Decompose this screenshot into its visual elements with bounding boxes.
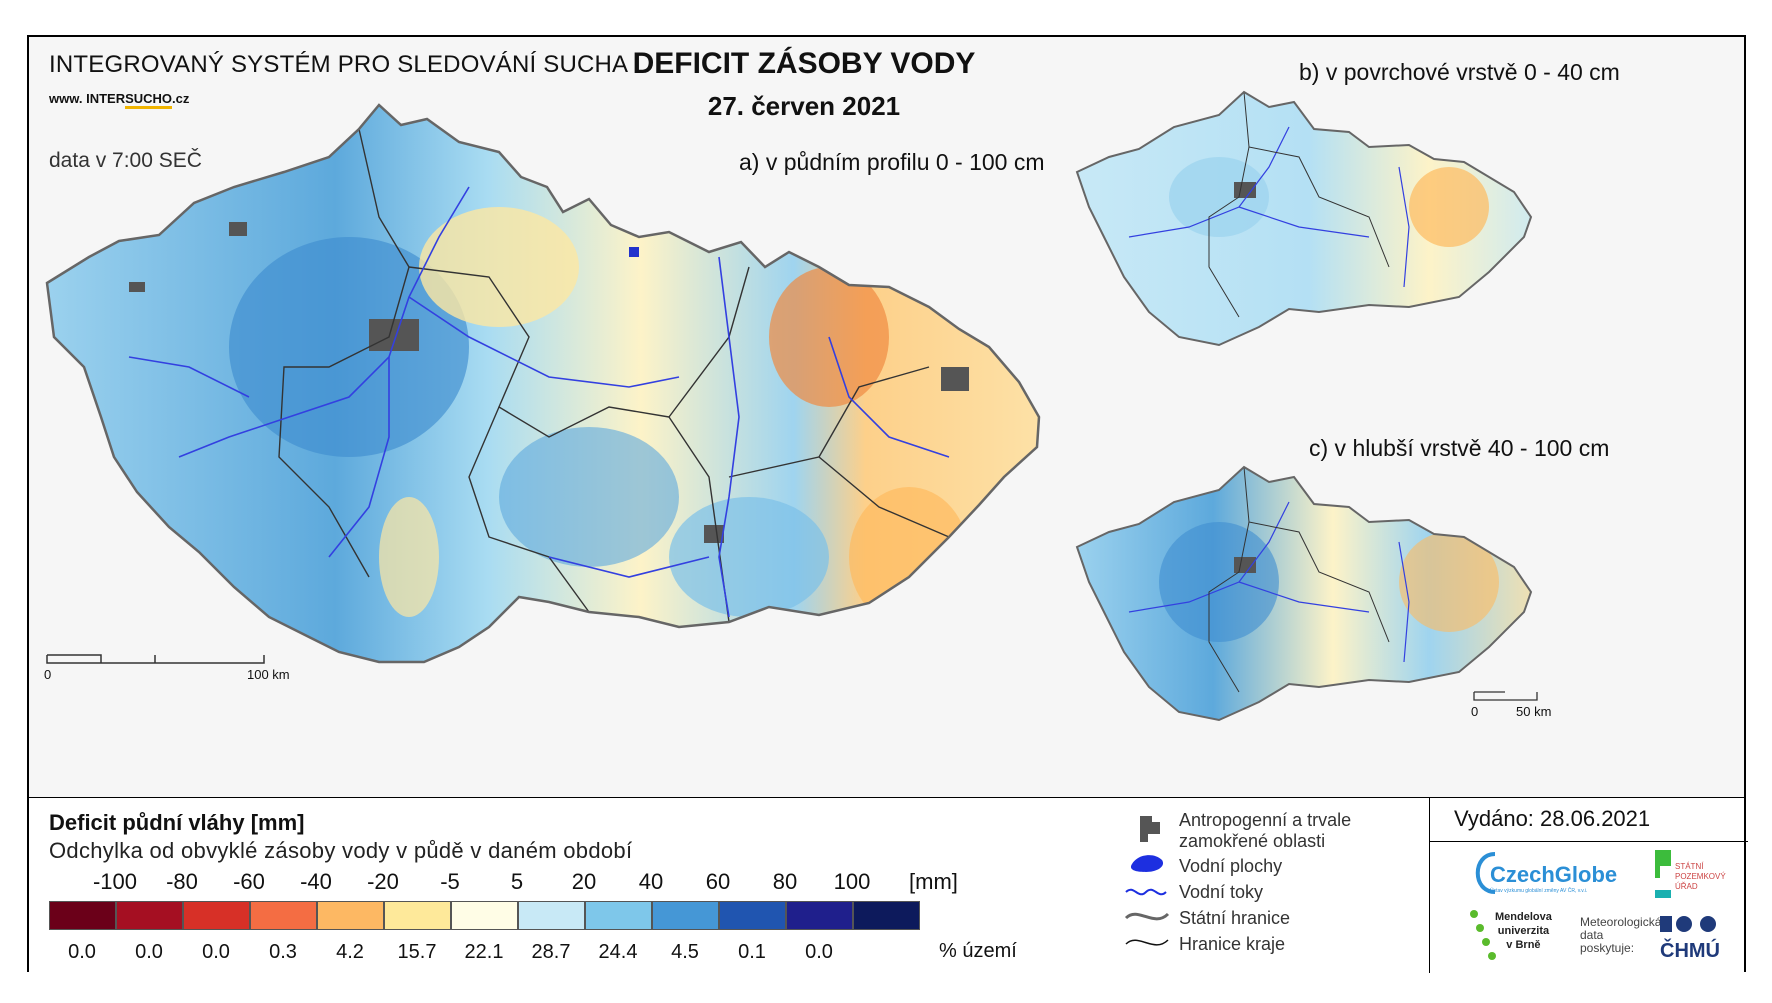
urban-area-label: Antropogenní a trvale zamokřené oblasti bbox=[1179, 810, 1352, 851]
water-bodies-label: Vodní plochy bbox=[1179, 856, 1283, 876]
legend-swatch bbox=[518, 901, 585, 930]
legend-swatch bbox=[585, 901, 652, 930]
main-map bbox=[45, 103, 1041, 664]
legend-title: Deficit půdní vláhy [mm] bbox=[49, 810, 305, 835]
legend-tick: 5 bbox=[510, 869, 524, 894]
main-scale-bar bbox=[46, 654, 265, 664]
legend-swatch bbox=[116, 901, 183, 930]
main-scale-end: 100 km bbox=[247, 667, 290, 682]
legend-percent: 0.0 bbox=[805, 941, 833, 963]
legend-percent: 15.7 bbox=[397, 941, 437, 963]
surface-map-label: b) v povrchové vrstvě 0 - 40 cm bbox=[1299, 59, 1620, 85]
legend-percent: 0.0 bbox=[135, 941, 163, 963]
legend-percent: 4.5 bbox=[671, 941, 699, 963]
map-title: DEFICIT ZÁSOBY VODY bbox=[632, 47, 976, 80]
legend-tick: 60 bbox=[705, 869, 731, 894]
mendel-logo bbox=[1470, 910, 1496, 960]
main-map-label: a) v půdním profilu 0 - 100 cm bbox=[739, 149, 1045, 175]
state-border-label: Státní hranice bbox=[1179, 908, 1291, 928]
map-date: 27. červen 2021 bbox=[707, 91, 901, 121]
legend-percent: 24.4 bbox=[598, 941, 638, 963]
chmu-logo-icon bbox=[1660, 916, 1716, 932]
legend-tick: -60 bbox=[233, 869, 265, 894]
spu-name: STÁTNÍ POZEMKOVÝ ÚŘAD bbox=[1675, 862, 1726, 891]
legend-panel: Deficit půdní vláhy [mm] Odchylka od obv… bbox=[29, 797, 1748, 973]
legend-swatch bbox=[853, 901, 920, 930]
legend-tick: -20 bbox=[367, 869, 399, 894]
issued-date: Vydáno: 28.06.2021 bbox=[1454, 806, 1651, 831]
legend-swatch bbox=[250, 901, 317, 930]
legend-swatch bbox=[451, 901, 518, 930]
legend-percent: 28.7 bbox=[531, 941, 571, 963]
rivers-label: Vodní toky bbox=[1179, 882, 1264, 902]
legend-percent: 0.1 bbox=[738, 941, 766, 963]
symbol-legend-icons bbox=[1124, 816, 1170, 946]
legend-swatch bbox=[384, 901, 451, 930]
spu-logo bbox=[1655, 850, 1671, 898]
legend-unit-percent: % území bbox=[939, 940, 1017, 962]
legend-tick: 40 bbox=[638, 869, 664, 894]
czechglobe-name: CzechGlobe bbox=[1490, 862, 1618, 887]
legend-percent: 4.2 bbox=[336, 941, 364, 963]
legend-swatch bbox=[183, 901, 250, 930]
legend-subtitle: Odchylka od obvyklé zásoby vody v půdě v… bbox=[49, 838, 633, 863]
deep-layer-map bbox=[1075, 465, 1538, 722]
legend-tick: -5 bbox=[440, 869, 460, 894]
main-map-fill bbox=[47, 105, 1039, 662]
issued-box bbox=[1429, 798, 1748, 842]
chmu-name: ČHMÚ bbox=[1660, 940, 1720, 962]
legend-swatch bbox=[652, 901, 719, 930]
legend-swatch bbox=[719, 901, 786, 930]
rivers bbox=[128, 186, 950, 618]
legend-percent: 0.3 bbox=[269, 941, 297, 963]
legend-swatch bbox=[317, 901, 384, 930]
state-border-icon bbox=[1124, 912, 1170, 921]
small-scale-end: 50 km bbox=[1516, 704, 1552, 719]
water-body-icon bbox=[1130, 855, 1164, 872]
main-scale-start: 0 bbox=[44, 667, 52, 682]
legend-percent: 0.0 bbox=[202, 941, 230, 963]
legend-tick: 20 bbox=[571, 869, 597, 894]
small-scale-start: 0 bbox=[1471, 704, 1479, 719]
legend-tick: -40 bbox=[300, 869, 332, 894]
legend-tick: -100 bbox=[92, 869, 138, 894]
system-title: INTEGROVANÝ SYSTÉM PRO SLEDOVÁNÍ SUCHA bbox=[49, 51, 629, 78]
main-map-state-border bbox=[45, 103, 1041, 664]
czechglobe-logo bbox=[1475, 852, 1496, 894]
legend-swatch bbox=[49, 901, 116, 930]
legend-unit-mm: [mm] bbox=[909, 869, 958, 894]
legend-swatch bbox=[786, 901, 853, 930]
legend-tick: 100 bbox=[833, 869, 871, 894]
logos-panel: CzechGlobe Ústav výzkumu globální změny … bbox=[1429, 842, 1748, 973]
mendel-name: Mendelova univerzita v Brně bbox=[1495, 911, 1552, 951]
region-border-label: Hranice kraje bbox=[1179, 934, 1286, 954]
region-border-icon bbox=[1125, 939, 1169, 946]
czechglobe-subtitle: Ústav výzkumu globální změny AV ČR, v.v.… bbox=[1490, 888, 1588, 894]
legend-percent: 22.1 bbox=[464, 941, 504, 963]
map-sheet: INTEGROVANÝ SYSTÉM PRO SLEDOVÁNÍ SUCHA w… bbox=[27, 35, 1748, 973]
urban-area-icon bbox=[1140, 816, 1160, 842]
legend-percent: 0.0 bbox=[68, 941, 96, 963]
data-time-label: data v 7:00 SEČ bbox=[49, 149, 202, 172]
website-link[interactable]: www. INTERSUCHO.cz bbox=[49, 91, 189, 109]
surface-layer-map bbox=[1075, 90, 1533, 347]
legend-tick: -80 bbox=[166, 869, 198, 894]
legend-tick: 80 bbox=[772, 869, 798, 894]
river-icon bbox=[1125, 888, 1167, 896]
deep-map-label: c) v hlubší vrstvě 40 - 100 cm bbox=[1309, 435, 1610, 461]
meteo-data-note: Meteorologická data poskytuje: bbox=[1580, 915, 1662, 955]
